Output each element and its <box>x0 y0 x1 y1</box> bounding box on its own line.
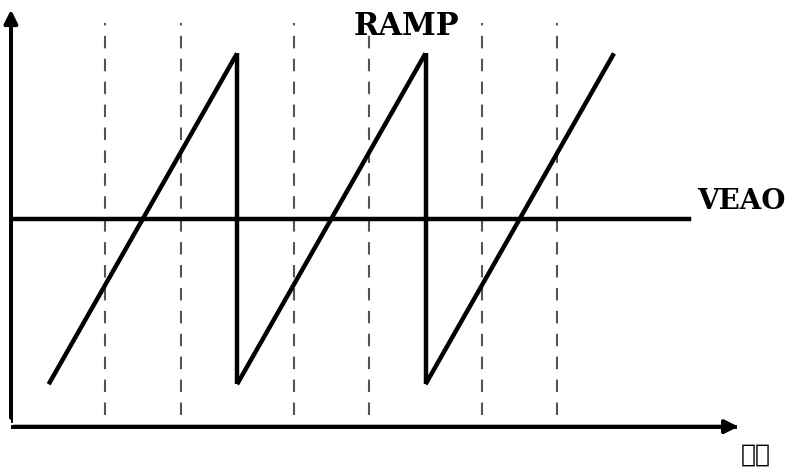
Text: 时间: 时间 <box>741 443 771 467</box>
Text: RAMP: RAMP <box>354 11 459 42</box>
Text: VEAO: VEAO <box>697 188 786 215</box>
